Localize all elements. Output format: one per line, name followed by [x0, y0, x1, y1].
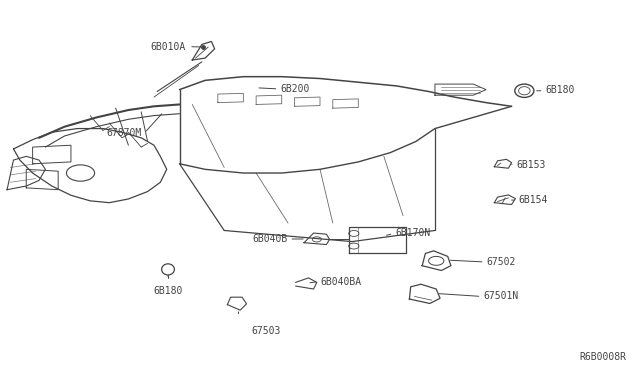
Text: 67502: 67502	[486, 257, 516, 267]
Text: 6B010A: 6B010A	[150, 42, 186, 52]
Text: 6B040B: 6B040B	[253, 234, 288, 244]
Text: 6B153: 6B153	[516, 160, 546, 170]
Text: 6B154: 6B154	[518, 195, 548, 205]
Text: 6B200: 6B200	[280, 84, 310, 94]
Text: 6B180: 6B180	[545, 86, 575, 95]
Text: 67870M: 67870M	[106, 128, 141, 138]
Text: 67501N: 67501N	[483, 291, 519, 301]
Text: 6B040BA: 6B040BA	[320, 277, 361, 286]
Text: 6B170N: 6B170N	[396, 228, 431, 238]
Text: 6B180: 6B180	[154, 286, 182, 296]
Text: 67503: 67503	[251, 326, 280, 336]
Text: R6B0008R: R6B0008R	[580, 352, 627, 362]
